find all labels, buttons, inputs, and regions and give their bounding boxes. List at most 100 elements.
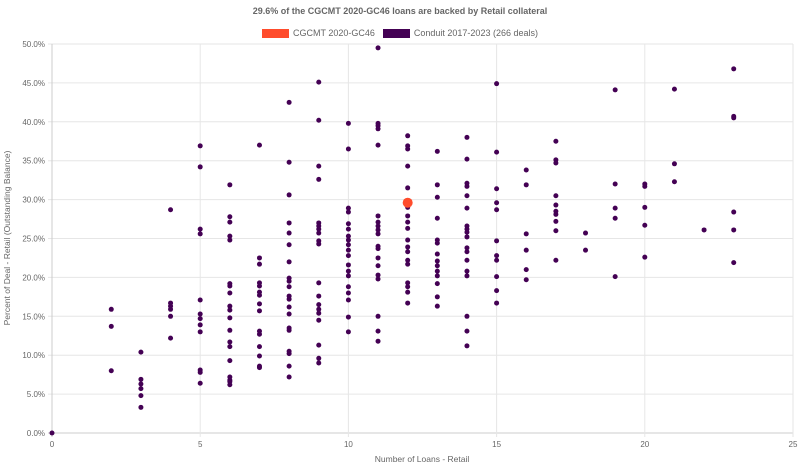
point-conduit[interactable]: [316, 230, 322, 236]
point-conduit[interactable]: [316, 302, 322, 308]
point-conduit[interactable]: [464, 134, 470, 140]
point-conduit[interactable]: [642, 254, 648, 260]
point-conduit[interactable]: [553, 211, 559, 217]
point-conduit[interactable]: [256, 344, 262, 350]
point-conduit[interactable]: [256, 353, 262, 359]
point-conduit[interactable]: [731, 260, 737, 266]
point-conduit[interactable]: [197, 231, 203, 237]
point-conduit[interactable]: [345, 242, 351, 248]
point-conduit[interactable]: [375, 263, 381, 269]
point-conduit[interactable]: [316, 317, 322, 323]
point-conduit[interactable]: [494, 274, 500, 280]
point-conduit[interactable]: [464, 313, 470, 319]
point-conduit[interactable]: [286, 311, 292, 317]
point-conduit[interactable]: [138, 349, 144, 355]
point-conduit[interactable]: [671, 161, 677, 167]
point-conduit[interactable]: [286, 159, 292, 165]
point-conduit[interactable]: [375, 213, 381, 219]
point-conduit[interactable]: [227, 358, 233, 364]
point-conduit[interactable]: [464, 249, 470, 255]
point-conduit[interactable]: [375, 227, 381, 233]
point-conduit[interactable]: [731, 66, 737, 72]
point-conduit[interactable]: [375, 313, 381, 319]
point-conduit[interactable]: [286, 220, 292, 226]
point-conduit[interactable]: [197, 322, 203, 328]
point-conduit[interactable]: [523, 231, 529, 237]
point-conduit[interactable]: [345, 209, 351, 215]
point-conduit[interactable]: [612, 215, 618, 221]
point-conduit[interactable]: [612, 181, 618, 187]
point-conduit[interactable]: [671, 179, 677, 185]
point-conduit[interactable]: [316, 355, 322, 361]
point-conduit[interactable]: [434, 251, 440, 257]
point-conduit[interactable]: [375, 328, 381, 334]
point-conduit[interactable]: [405, 300, 411, 306]
point-conduit[interactable]: [286, 374, 292, 380]
point-conduit[interactable]: [227, 214, 233, 220]
point-conduit[interactable]: [286, 284, 292, 290]
point-conduit[interactable]: [286, 259, 292, 265]
point-conduit[interactable]: [434, 240, 440, 246]
point-conduit[interactable]: [197, 316, 203, 322]
point-conduit[interactable]: [316, 241, 322, 247]
point-conduit[interactable]: [405, 261, 411, 267]
point-conduit[interactable]: [227, 344, 233, 350]
point-conduit[interactable]: [464, 193, 470, 199]
point-conduit[interactable]: [345, 314, 351, 320]
point-conduit[interactable]: [316, 176, 322, 182]
point-conduit[interactable]: [731, 115, 737, 121]
point-conduit[interactable]: [464, 234, 470, 240]
point-conduit[interactable]: [464, 229, 470, 235]
point-conduit[interactable]: [138, 404, 144, 410]
point-conduit[interactable]: [553, 160, 559, 166]
point-conduit[interactable]: [553, 218, 559, 224]
point-conduit[interactable]: [464, 328, 470, 334]
point-conduit[interactable]: [345, 233, 351, 239]
point-conduit[interactable]: [108, 368, 114, 374]
point-conduit[interactable]: [671, 86, 677, 92]
point-conduit[interactable]: [612, 274, 618, 280]
point-conduit[interactable]: [227, 327, 233, 333]
point-conduit[interactable]: [316, 310, 322, 316]
point-conduit[interactable]: [523, 167, 529, 173]
point-conduit[interactable]: [405, 133, 411, 139]
point-conduit[interactable]: [256, 365, 262, 371]
point-conduit[interactable]: [345, 146, 351, 152]
point-conduit[interactable]: [197, 143, 203, 149]
point-conduit[interactable]: [345, 268, 351, 274]
point-conduit[interactable]: [434, 303, 440, 309]
point-conduit[interactable]: [494, 300, 500, 306]
point-conduit[interactable]: [316, 306, 322, 312]
point-conduit[interactable]: [464, 257, 470, 263]
point-conduit[interactable]: [405, 185, 411, 191]
point-conduit[interactable]: [405, 225, 411, 231]
point-conduit[interactable]: [494, 253, 500, 259]
point-conduit[interactable]: [227, 219, 233, 225]
point-conduit[interactable]: [464, 245, 470, 251]
point-conduit[interactable]: [494, 200, 500, 206]
point-conduit[interactable]: [316, 226, 322, 232]
point-conduit[interactable]: [375, 338, 381, 344]
point-conduit[interactable]: [494, 238, 500, 244]
point-conduit[interactable]: [464, 156, 470, 162]
point-conduit[interactable]: [227, 283, 233, 289]
point-conduit[interactable]: [642, 222, 648, 228]
point-conduit[interactable]: [227, 233, 233, 239]
point-conduit[interactable]: [375, 45, 381, 51]
point-conduit[interactable]: [138, 393, 144, 399]
point-conduit[interactable]: [553, 202, 559, 208]
point-conduit[interactable]: [227, 382, 233, 388]
point-conduit[interactable]: [316, 360, 322, 366]
point-conduit[interactable]: [227, 237, 233, 243]
point-conduit[interactable]: [49, 430, 55, 436]
point-conduit[interactable]: [434, 258, 440, 264]
point-conduit[interactable]: [405, 257, 411, 263]
point-conduit[interactable]: [434, 263, 440, 269]
point-conduit[interactable]: [138, 376, 144, 382]
point-conduit[interactable]: [375, 142, 381, 148]
point-conduit[interactable]: [168, 335, 174, 341]
point-conduit[interactable]: [464, 273, 470, 279]
point-conduit[interactable]: [345, 262, 351, 268]
point-conduit[interactable]: [168, 207, 174, 213]
point-conduit[interactable]: [583, 230, 589, 236]
